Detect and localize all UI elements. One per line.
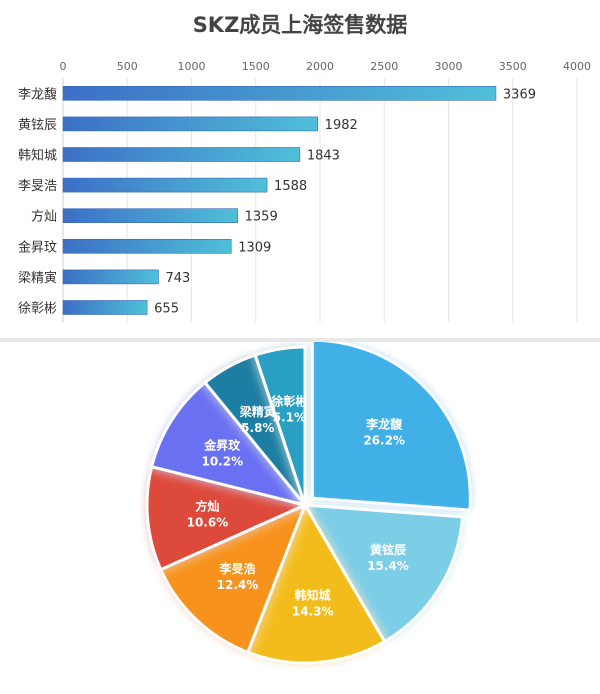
- bar-chart-panel: SKZ成员上海签售数据 0 500 1000 1500 2000 2500 3000 3500…: [0, 0, 600, 338]
- pie-slice: [302, 503, 465, 644]
- data-label: 655: [154, 302, 179, 317]
- pie-chart: 李龙馥 26.2% 黄铉辰 15.4% 韩知城 14.3% 李旻浩 12.4% 方灿 10.6% 金…: [145, 342, 472, 665]
- x-tick-label: 0: [60, 60, 67, 73]
- data-label: 1843: [307, 149, 340, 164]
- data-label: 1309: [238, 240, 271, 255]
- x-tick-label: 2000: [306, 60, 334, 73]
- bar: [62, 177, 268, 193]
- bar: [62, 269, 159, 285]
- panel-divider: [0, 338, 600, 342]
- slice-percent-label: 5.8%: [241, 421, 274, 435]
- category-label: 李旻浩: [18, 179, 57, 194]
- slice-percent-label: 5.1%: [273, 410, 306, 424]
- category-label: 韩知城: [18, 148, 57, 164]
- slice-name-label: 李旻浩: [218, 561, 255, 576]
- category-label: 方灿: [31, 209, 57, 225]
- bar-chart: SKZ成员上海签售数据 0 500 1000 1500 2000 2500 3000 3500…: [18, 13, 591, 323]
- slice-name-label: 徐彰彬: [270, 393, 307, 408]
- slice-percent-label: 15.4%: [367, 559, 409, 573]
- category-label: 金昇玟: [18, 239, 57, 255]
- slice-name-label: 李龙馥: [365, 417, 403, 432]
- data-label: 1588: [274, 179, 307, 194]
- x-tick-label: 4000: [563, 60, 591, 73]
- slice-percent-label: 12.4%: [217, 578, 259, 592]
- x-tick-label: 2500: [370, 60, 398, 73]
- category-label: 徐彰彬: [18, 301, 57, 317]
- pie-slice: [310, 342, 472, 512]
- chart-title: SKZ成员上海签售数据: [193, 13, 408, 37]
- pie-slice: [245, 501, 387, 665]
- bar: [62, 86, 497, 101]
- slice-percent-label: 10.6%: [187, 516, 229, 530]
- data-label: 1359: [245, 210, 278, 225]
- bar: [62, 239, 232, 254]
- category-label: 梁精寅: [18, 270, 57, 286]
- pie-slice: [253, 345, 307, 506]
- x-tick-label: 500: [117, 60, 138, 73]
- slice-percent-label: 26.2%: [363, 434, 405, 448]
- x-tick-label: 3500: [499, 60, 527, 73]
- slice-name-label: 金昇玟: [203, 438, 241, 453]
- pie-slice: [158, 502, 308, 655]
- slice-percent-label: 10.2%: [201, 455, 243, 469]
- x-tick-label: 1500: [242, 60, 270, 73]
- bar: [62, 116, 318, 132]
- slice-name-label: 韩知城: [295, 588, 331, 603]
- data-label: 743: [165, 271, 190, 286]
- slice-percent-label: 14.3%: [292, 605, 334, 619]
- slice-name-label: 黄铉辰: [370, 542, 406, 557]
- x-tick-label: 1000: [178, 60, 206, 73]
- slice-name-label: 梁精寅: [239, 404, 276, 419]
- bar: [62, 300, 148, 315]
- x-tick-label: 3000: [435, 60, 463, 73]
- bar: [62, 208, 238, 223]
- category-label: 李龙馥: [18, 87, 57, 102]
- slice-name-label: 方灿: [195, 499, 219, 514]
- category-label: 黄铉辰: [18, 117, 57, 133]
- pie-chart-panel: 李龙馥 26.2% 黄铉辰 15.4% 韩知城 14.3% 李旻浩 12.4% 方灿 10.6% 金…: [0, 342, 600, 694]
- data-label: 1982: [325, 118, 358, 133]
- pie-slice: [145, 464, 310, 572]
- bar: [62, 147, 301, 162]
- data-label: 3369: [503, 87, 536, 102]
- pie-slice: [149, 380, 310, 508]
